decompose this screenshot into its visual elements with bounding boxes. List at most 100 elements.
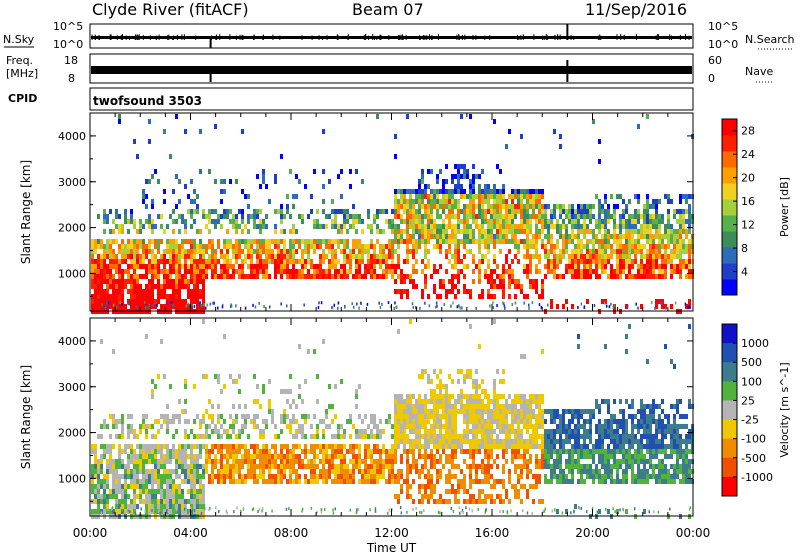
power-echo-cell <box>436 209 439 214</box>
vel-echo-cell <box>181 479 184 484</box>
power-speckle <box>394 301 396 304</box>
power-echo-cell <box>160 284 163 289</box>
power-echo-cell <box>451 254 454 259</box>
vel-echo-cell <box>358 464 361 469</box>
vel-echo-cell <box>538 409 541 414</box>
power-echo-cell <box>187 239 190 244</box>
power-echo-cell <box>259 249 262 254</box>
vel-echo-cell <box>499 444 502 449</box>
power-echo-cell <box>541 214 544 219</box>
power-echo-cell <box>511 224 514 229</box>
power-echo-cell <box>343 209 346 214</box>
power-echo-cell <box>607 254 610 259</box>
power-echo-cell <box>514 189 517 194</box>
power-echo-cell <box>529 239 532 244</box>
vel-echo-cell <box>124 504 127 509</box>
power-echo-cell <box>193 254 196 259</box>
power-echo-cell <box>538 199 541 204</box>
power-echo-cell <box>280 269 283 274</box>
vel-echo-cell <box>241 464 244 469</box>
power-echo-cell <box>586 244 589 249</box>
power-echo-cell <box>634 209 637 214</box>
vel-echo-cell <box>148 499 151 504</box>
power-echo-cell <box>277 244 280 249</box>
power-echo-cell <box>334 239 337 244</box>
power-echo-cell <box>310 194 313 199</box>
power-echo-cell <box>454 244 457 249</box>
vel-echo-cell <box>481 404 484 409</box>
power-echo-cell <box>157 274 160 279</box>
vel-echo-cell <box>469 404 472 409</box>
power-speckle <box>489 304 491 307</box>
power-echo-cell <box>394 249 397 254</box>
power-echo-cell <box>265 254 268 259</box>
power-echo-cell <box>517 259 520 264</box>
power-echo-cell <box>646 249 649 254</box>
vel-echo-cell <box>397 499 400 504</box>
vel-echo-cell <box>232 449 235 454</box>
vel-echo-cell <box>280 464 283 469</box>
power-echo-cell <box>418 189 421 194</box>
vel-echo-cell <box>451 434 454 439</box>
vel-echo-cell <box>436 439 439 444</box>
vel-echo-cell <box>172 494 175 499</box>
vel-echo-cell <box>109 489 112 494</box>
power-echo-cell <box>241 264 244 269</box>
vel-echo-cell <box>181 494 184 499</box>
power-echo-cell <box>196 289 199 294</box>
vel-echo-cell <box>433 414 436 419</box>
vel-echo-cell <box>394 399 397 404</box>
power-echo-cell <box>526 294 529 299</box>
vel-echo-cell <box>538 414 541 419</box>
vel-echo-cell <box>169 459 172 464</box>
vel-echo-cell <box>238 404 241 409</box>
vel-echo-cell <box>130 444 133 449</box>
vel-echo-cell <box>391 479 394 484</box>
vel-echo-cell <box>478 464 481 469</box>
power-echo-cell <box>418 179 421 184</box>
power-echo-cell <box>523 189 526 194</box>
power-speckle <box>613 306 615 309</box>
power-echo-cell <box>244 239 247 244</box>
power-echo-cell <box>631 249 634 254</box>
power-echo-cell <box>442 284 445 289</box>
power-echo-cell <box>496 234 499 239</box>
power-echo-cell <box>682 259 685 264</box>
vel-echo-cell <box>157 429 160 434</box>
power-echo-cell <box>649 229 652 234</box>
power-echo-cell <box>466 209 469 214</box>
vel-echo-cell <box>373 479 376 484</box>
power-echo-cell <box>502 269 505 274</box>
power-echo-cell <box>577 254 580 259</box>
vel-echo-cell <box>445 429 448 434</box>
power-echo-cell <box>679 269 682 274</box>
vel-echo-cell <box>133 474 136 479</box>
vel-echo-cell <box>454 494 457 499</box>
power-echo-cell <box>316 224 319 229</box>
vel-echo-cell <box>466 439 469 444</box>
power-echo-cell <box>493 194 496 199</box>
power-echo-cell <box>94 249 97 254</box>
power-echo-cell <box>91 239 94 244</box>
vel-echo-cell <box>469 394 472 399</box>
vel-echo-cell <box>394 439 397 444</box>
vel-echo-cell <box>352 449 355 454</box>
vel-echo-cell <box>265 459 268 464</box>
power-echo-cell <box>433 199 436 204</box>
power-echo-cell <box>379 254 382 259</box>
power-echo-cell <box>190 199 193 204</box>
power-echo-cell <box>112 279 115 284</box>
power-echo-cell <box>226 269 229 274</box>
vel-echo-cell <box>376 424 379 429</box>
vel-echo-cell <box>172 419 175 424</box>
power-echo-cell <box>154 299 157 304</box>
vel-echo-cell <box>397 394 400 399</box>
power-echo-cell <box>100 239 103 244</box>
vel-echo-cell <box>199 474 202 479</box>
vel-echo-cell <box>388 464 391 469</box>
vel-echo-cell <box>418 374 421 379</box>
power-speckle <box>186 305 188 308</box>
vel-echo-cell <box>487 474 490 479</box>
vel-echo-cell <box>373 449 376 454</box>
power-echo-cell <box>163 269 166 274</box>
